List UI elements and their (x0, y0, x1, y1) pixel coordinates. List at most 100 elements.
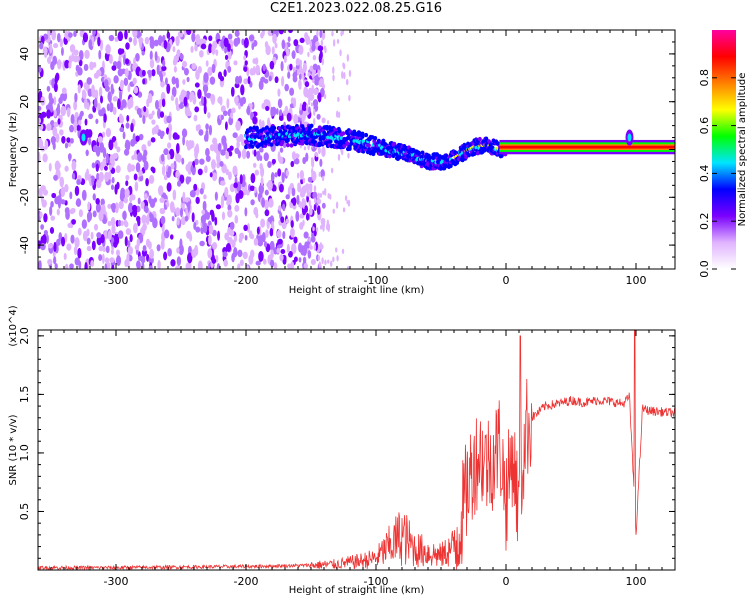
noise-cell (57, 59, 62, 70)
noise-cell (111, 65, 117, 71)
noise-cell (317, 45, 324, 52)
noise-cell (104, 257, 110, 264)
noise-cell (57, 103, 61, 111)
noise-cell (146, 98, 150, 108)
noise-cell (46, 56, 52, 64)
noise-cell (115, 165, 121, 174)
noise-cell (302, 156, 307, 165)
noise-cell (298, 242, 303, 253)
noise-cell (168, 129, 172, 141)
noise-cell (90, 260, 95, 267)
noise-cell (103, 113, 107, 123)
noise-cell (305, 212, 310, 221)
noise-cell (156, 244, 161, 252)
noise-cell (222, 251, 228, 258)
noise-cell (343, 72, 346, 80)
noise-cell (73, 49, 79, 56)
noise-cell (311, 43, 316, 52)
noise-cell (56, 32, 61, 43)
noise-cell (271, 46, 275, 55)
noise-cell (98, 171, 104, 183)
noise-cell (211, 258, 217, 264)
noise-cell (199, 240, 205, 247)
noise-cell (86, 237, 91, 245)
y-tick-label: 0.5 (18, 503, 31, 520)
noise-cell (95, 202, 102, 213)
noise-cell (243, 55, 247, 61)
noise-cell (335, 201, 339, 209)
noise-cell (336, 255, 339, 262)
noise-cell (307, 51, 310, 58)
noise-cell (114, 233, 118, 245)
noise-cell (53, 256, 57, 265)
noise-cell (175, 170, 180, 178)
noise-cell (324, 187, 327, 196)
noise-cell (315, 153, 319, 158)
noise-cell (293, 39, 299, 47)
noise-cell (172, 46, 176, 53)
noise-cell (133, 86, 139, 94)
track-cell (280, 139, 285, 145)
noise-cell (56, 208, 60, 216)
noise-cell (195, 143, 200, 154)
noise-cell (313, 108, 316, 116)
track-cell (249, 140, 254, 145)
noise-cell (320, 169, 325, 179)
noise-cell (194, 44, 198, 52)
noise-cell (271, 220, 275, 231)
track-cell (278, 129, 283, 134)
noise-cell (163, 39, 168, 50)
noise-cell (301, 115, 305, 126)
noise-cell (337, 111, 341, 119)
noise-cell (302, 219, 305, 227)
noise-cell (286, 112, 292, 122)
noise-cell (207, 248, 213, 259)
noise-cell (157, 259, 161, 269)
noise-cell (44, 139, 49, 150)
x-tick-label: 100 (626, 274, 647, 287)
noise-cell (137, 217, 141, 227)
noise-cell (252, 162, 257, 168)
noise-cell (160, 153, 165, 162)
noise-cell (96, 172, 100, 181)
noise-cell (75, 198, 82, 207)
noise-cell (242, 251, 248, 260)
noise-cell (102, 246, 106, 253)
track-cell (309, 123, 314, 129)
noise-cell (232, 132, 238, 139)
noise-cell (241, 148, 247, 160)
noise-cell (176, 256, 182, 266)
noise-cell (246, 105, 251, 116)
noise-cell (46, 85, 51, 92)
noise-cell (126, 114, 130, 122)
noise-cell (83, 82, 88, 90)
noise-cell (149, 58, 155, 69)
noise-cell (332, 256, 335, 263)
noise-cell (43, 213, 48, 223)
noise-cell (340, 148, 343, 154)
noise-cell (69, 191, 73, 200)
noise-cell (199, 158, 205, 165)
noise-cell (265, 105, 270, 112)
noise-cell (124, 188, 130, 198)
noise-cell (123, 219, 128, 226)
noise-cell (203, 104, 207, 115)
noise-cell (226, 199, 230, 206)
noise-cell (279, 183, 284, 193)
noise-cell (112, 96, 118, 102)
noise-cell (323, 45, 327, 50)
noise-cell (321, 57, 324, 66)
noise-cell (230, 86, 235, 97)
noise-cell (284, 83, 290, 92)
noise-cell (234, 30, 240, 38)
noise-cell (193, 114, 198, 122)
noise-cell (265, 229, 269, 238)
noise-cell (205, 123, 209, 131)
noise-cell (341, 71, 344, 79)
noise-cell (90, 231, 94, 240)
noise-cell (106, 261, 111, 269)
noise-cell (129, 96, 134, 107)
noise-cell (239, 174, 243, 185)
noise-cell (38, 66, 42, 73)
noise-cell (261, 120, 265, 129)
